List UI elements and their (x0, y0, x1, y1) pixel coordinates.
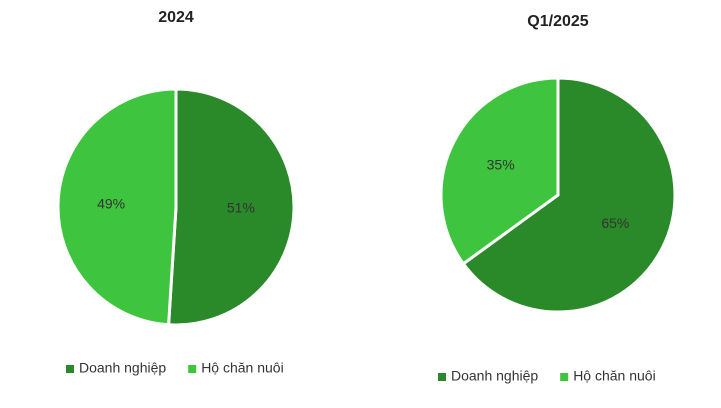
legend-label: Doanh nghiệp (451, 368, 538, 384)
pie-slice (166, 87, 296, 327)
value-label: 51% (227, 200, 255, 216)
pie-slice (461, 76, 677, 314)
legend-marker (188, 365, 197, 373)
pie-slice (439, 76, 560, 266)
value-label: 35% (487, 156, 515, 172)
legend-label: Hộ chăn nuôi (573, 368, 656, 384)
value-label: 65% (601, 215, 629, 231)
legend-marker (66, 365, 74, 373)
chart-title: Q1/2025 (527, 13, 588, 30)
legend-label: Doanh nghiệp (79, 360, 166, 376)
legend-label: Hộ chăn nuôi (201, 360, 284, 376)
value-label: 49% (97, 196, 125, 212)
pie-slice (56, 87, 178, 327)
chart-title: 2024 (158, 9, 194, 26)
legend-marker (560, 373, 569, 381)
legend-marker (438, 373, 446, 381)
